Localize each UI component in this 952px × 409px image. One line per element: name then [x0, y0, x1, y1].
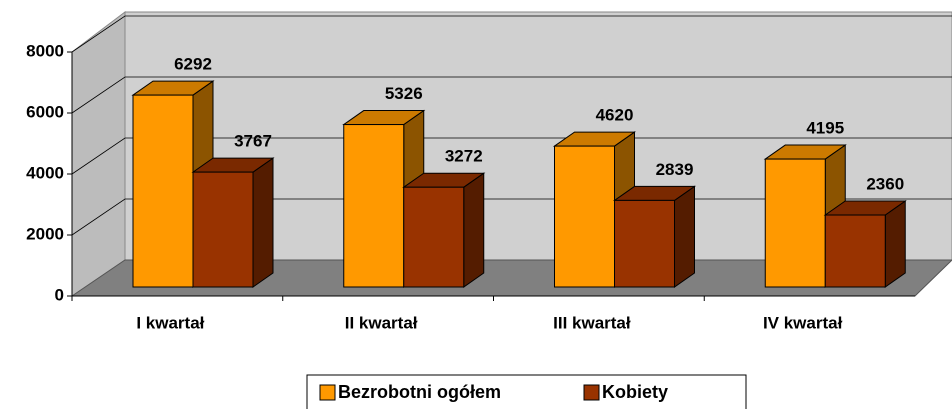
legend-label: Bezrobotni ogółem: [338, 382, 501, 402]
y-tick-label: 2000: [26, 224, 64, 243]
y-tick-label: 0: [55, 285, 64, 304]
bar-side: [463, 172, 485, 288]
grid-line: [71, 76, 952, 114]
y-tick-label: 4000: [26, 163, 64, 182]
x-tick-label: III kwartał: [553, 313, 631, 332]
data-label: 3272: [445, 147, 483, 166]
bar: [614, 199, 675, 288]
bar: [764, 158, 826, 288]
data-label: 5326: [385, 84, 423, 103]
legend: [306, 374, 747, 409]
bar-side: [884, 200, 906, 288]
legend-swatch: [583, 384, 600, 401]
bar: [343, 124, 405, 288]
bar: [403, 186, 465, 288]
y-tick-label: 6000: [26, 102, 64, 121]
bar: [824, 214, 886, 288]
x-tick-label: IV kwartał: [763, 313, 843, 332]
y-tick-label: 8000: [26, 41, 64, 60]
bar-side: [674, 185, 695, 288]
data-label: 2360: [866, 175, 904, 194]
grid-line: [71, 15, 952, 53]
grid-line: [71, 137, 952, 175]
legend-swatch: [319, 384, 336, 401]
bar-side: [252, 157, 274, 288]
data-label: 4195: [806, 119, 844, 138]
legend-label: Kobiety: [602, 382, 668, 402]
bar: [132, 94, 194, 288]
x-tick-label: II kwartał: [345, 313, 418, 332]
bar: [192, 171, 254, 288]
data-label: 6292: [174, 55, 212, 74]
data-label: 4620: [596, 106, 634, 125]
x-tick-label: I kwartał: [136, 313, 204, 332]
bar: [554, 145, 615, 288]
side-wall: [71, 10, 126, 297]
data-label: 3767: [234, 132, 272, 151]
data-label: 2839: [656, 160, 694, 179]
